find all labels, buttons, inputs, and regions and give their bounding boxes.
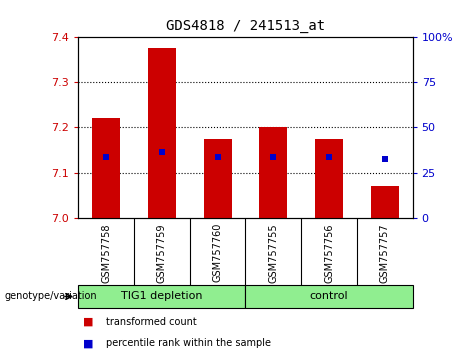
Title: GDS4818 / 241513_at: GDS4818 / 241513_at [166, 19, 325, 33]
Text: GSM757756: GSM757756 [324, 223, 334, 282]
Text: GSM757760: GSM757760 [213, 223, 223, 282]
Text: TIG1 depletion: TIG1 depletion [121, 291, 203, 302]
Bar [204, 139, 231, 218]
Text: percentile rank within the sample: percentile rank within the sample [106, 338, 271, 348]
Text: GSM757755: GSM757755 [268, 223, 278, 283]
Text: ■: ■ [83, 317, 94, 327]
Text: control: control [310, 291, 349, 302]
Bar [371, 186, 399, 218]
Bar [315, 139, 343, 218]
Text: GSM757759: GSM757759 [157, 223, 167, 282]
Bar [148, 48, 176, 218]
Text: genotype/variation: genotype/variation [5, 291, 97, 302]
Text: ■: ■ [83, 338, 94, 348]
Bar [245, 285, 413, 308]
Bar [92, 119, 120, 218]
Bar [78, 285, 246, 308]
Text: transformed count: transformed count [106, 317, 197, 327]
Bar [260, 127, 287, 218]
Text: GSM757758: GSM757758 [101, 223, 111, 282]
Text: GSM757757: GSM757757 [380, 223, 390, 283]
